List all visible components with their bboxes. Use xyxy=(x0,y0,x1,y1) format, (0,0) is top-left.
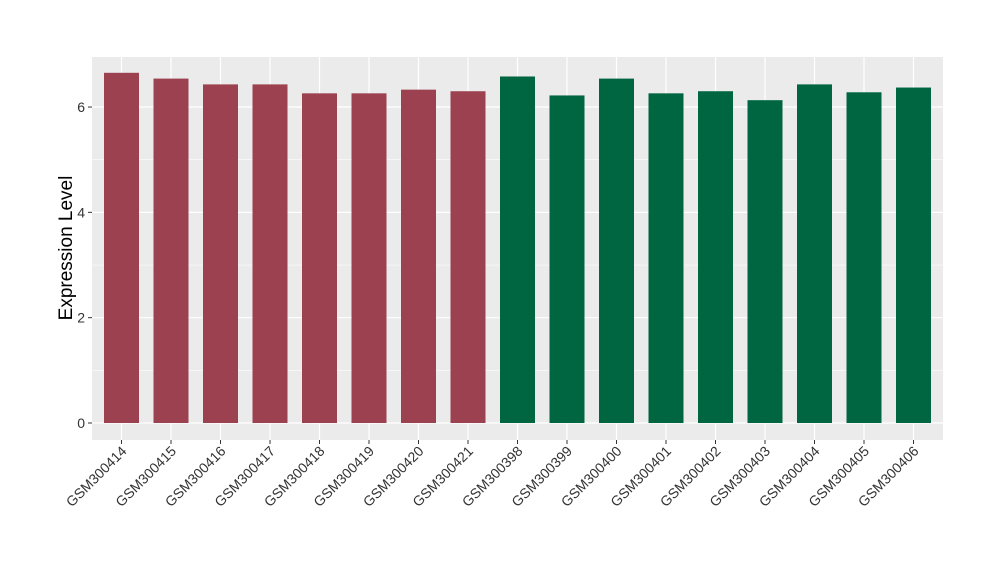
bar-gsm300419 xyxy=(351,93,387,423)
bar-gsm300421 xyxy=(450,91,486,423)
bar-gsm300420 xyxy=(401,89,436,423)
bar-gsm300406 xyxy=(896,87,931,423)
bars xyxy=(104,72,931,424)
bar-gsm300416 xyxy=(203,84,238,424)
y-tick-label: 2 xyxy=(77,310,85,326)
bar-gsm300399 xyxy=(549,95,585,423)
bar-gsm300415 xyxy=(153,78,189,423)
bar-gsm300401 xyxy=(648,93,684,423)
bar-gsm300405 xyxy=(846,92,882,424)
bar-gsm300400 xyxy=(599,78,634,423)
y-axis: 0 2 4 6 xyxy=(77,99,92,431)
bar-gsm300417 xyxy=(252,84,288,424)
bar-gsm300398 xyxy=(500,76,535,423)
y-axis-title: Expression Level xyxy=(56,176,77,321)
bar-gsm300404 xyxy=(797,84,832,424)
bar-gsm300418 xyxy=(302,93,337,423)
bar-gsm300403 xyxy=(747,100,783,423)
y-tick-label: 4 xyxy=(77,204,85,220)
y-tick-label: 0 xyxy=(77,415,85,431)
bar-gsm300414 xyxy=(104,72,139,424)
x-axis: GSM300414GSM300415GSM300416GSM300417GSM3… xyxy=(63,440,922,510)
bar-gsm300402 xyxy=(698,91,733,423)
y-tick-label: 6 xyxy=(77,99,85,115)
